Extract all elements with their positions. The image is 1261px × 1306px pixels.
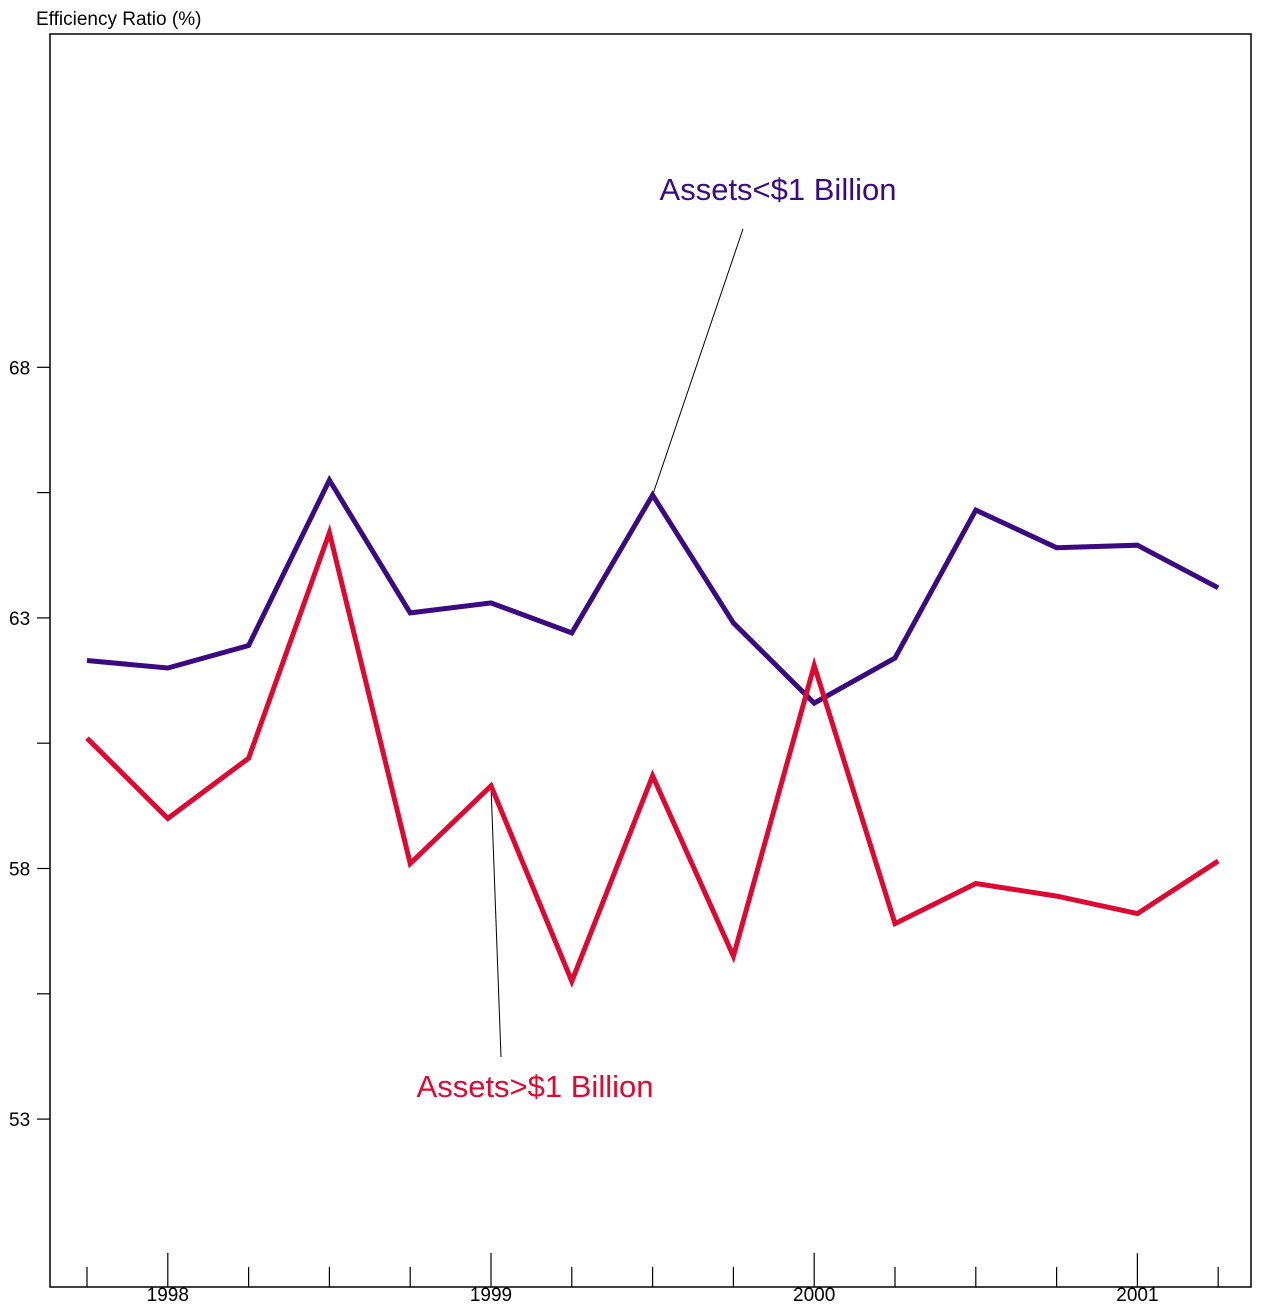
series-annotation-label: Assets<$1 Billion: [660, 172, 897, 207]
x-tick-label: 1998: [147, 1285, 189, 1306]
x-tick-label: 2000: [793, 1285, 835, 1306]
x-tick-label: 1999: [470, 1285, 512, 1306]
y-axis-label: Efficiency Ratio (%): [36, 9, 201, 30]
series-line-assets-under-1b: [86, 474, 1220, 707]
y-tick-label: 63: [9, 609, 30, 630]
x-axis: 1998 1999 2000 2001: [86, 1253, 1219, 1306]
annotation-leader-line: [490, 785, 502, 1058]
y-tick-label: 53: [9, 1110, 30, 1131]
series-annotation-label: Assets>$1 Billion: [417, 1069, 654, 1104]
annotation-leader-line: [652, 228, 744, 496]
series-layer: [85, 474, 1220, 988]
x-tick-label: 2001: [1116, 1285, 1158, 1306]
y-tick-label: 68: [9, 358, 30, 379]
annotations: Assets<$1 Billion Assets>$1 Billion: [417, 172, 897, 1104]
plot-frame: [49, 33, 1252, 1288]
y-axis: 53 58 63 68: [9, 358, 50, 1131]
series-line-assets-over-1b: [85, 524, 1220, 988]
y-tick-label: 58: [9, 859, 30, 880]
